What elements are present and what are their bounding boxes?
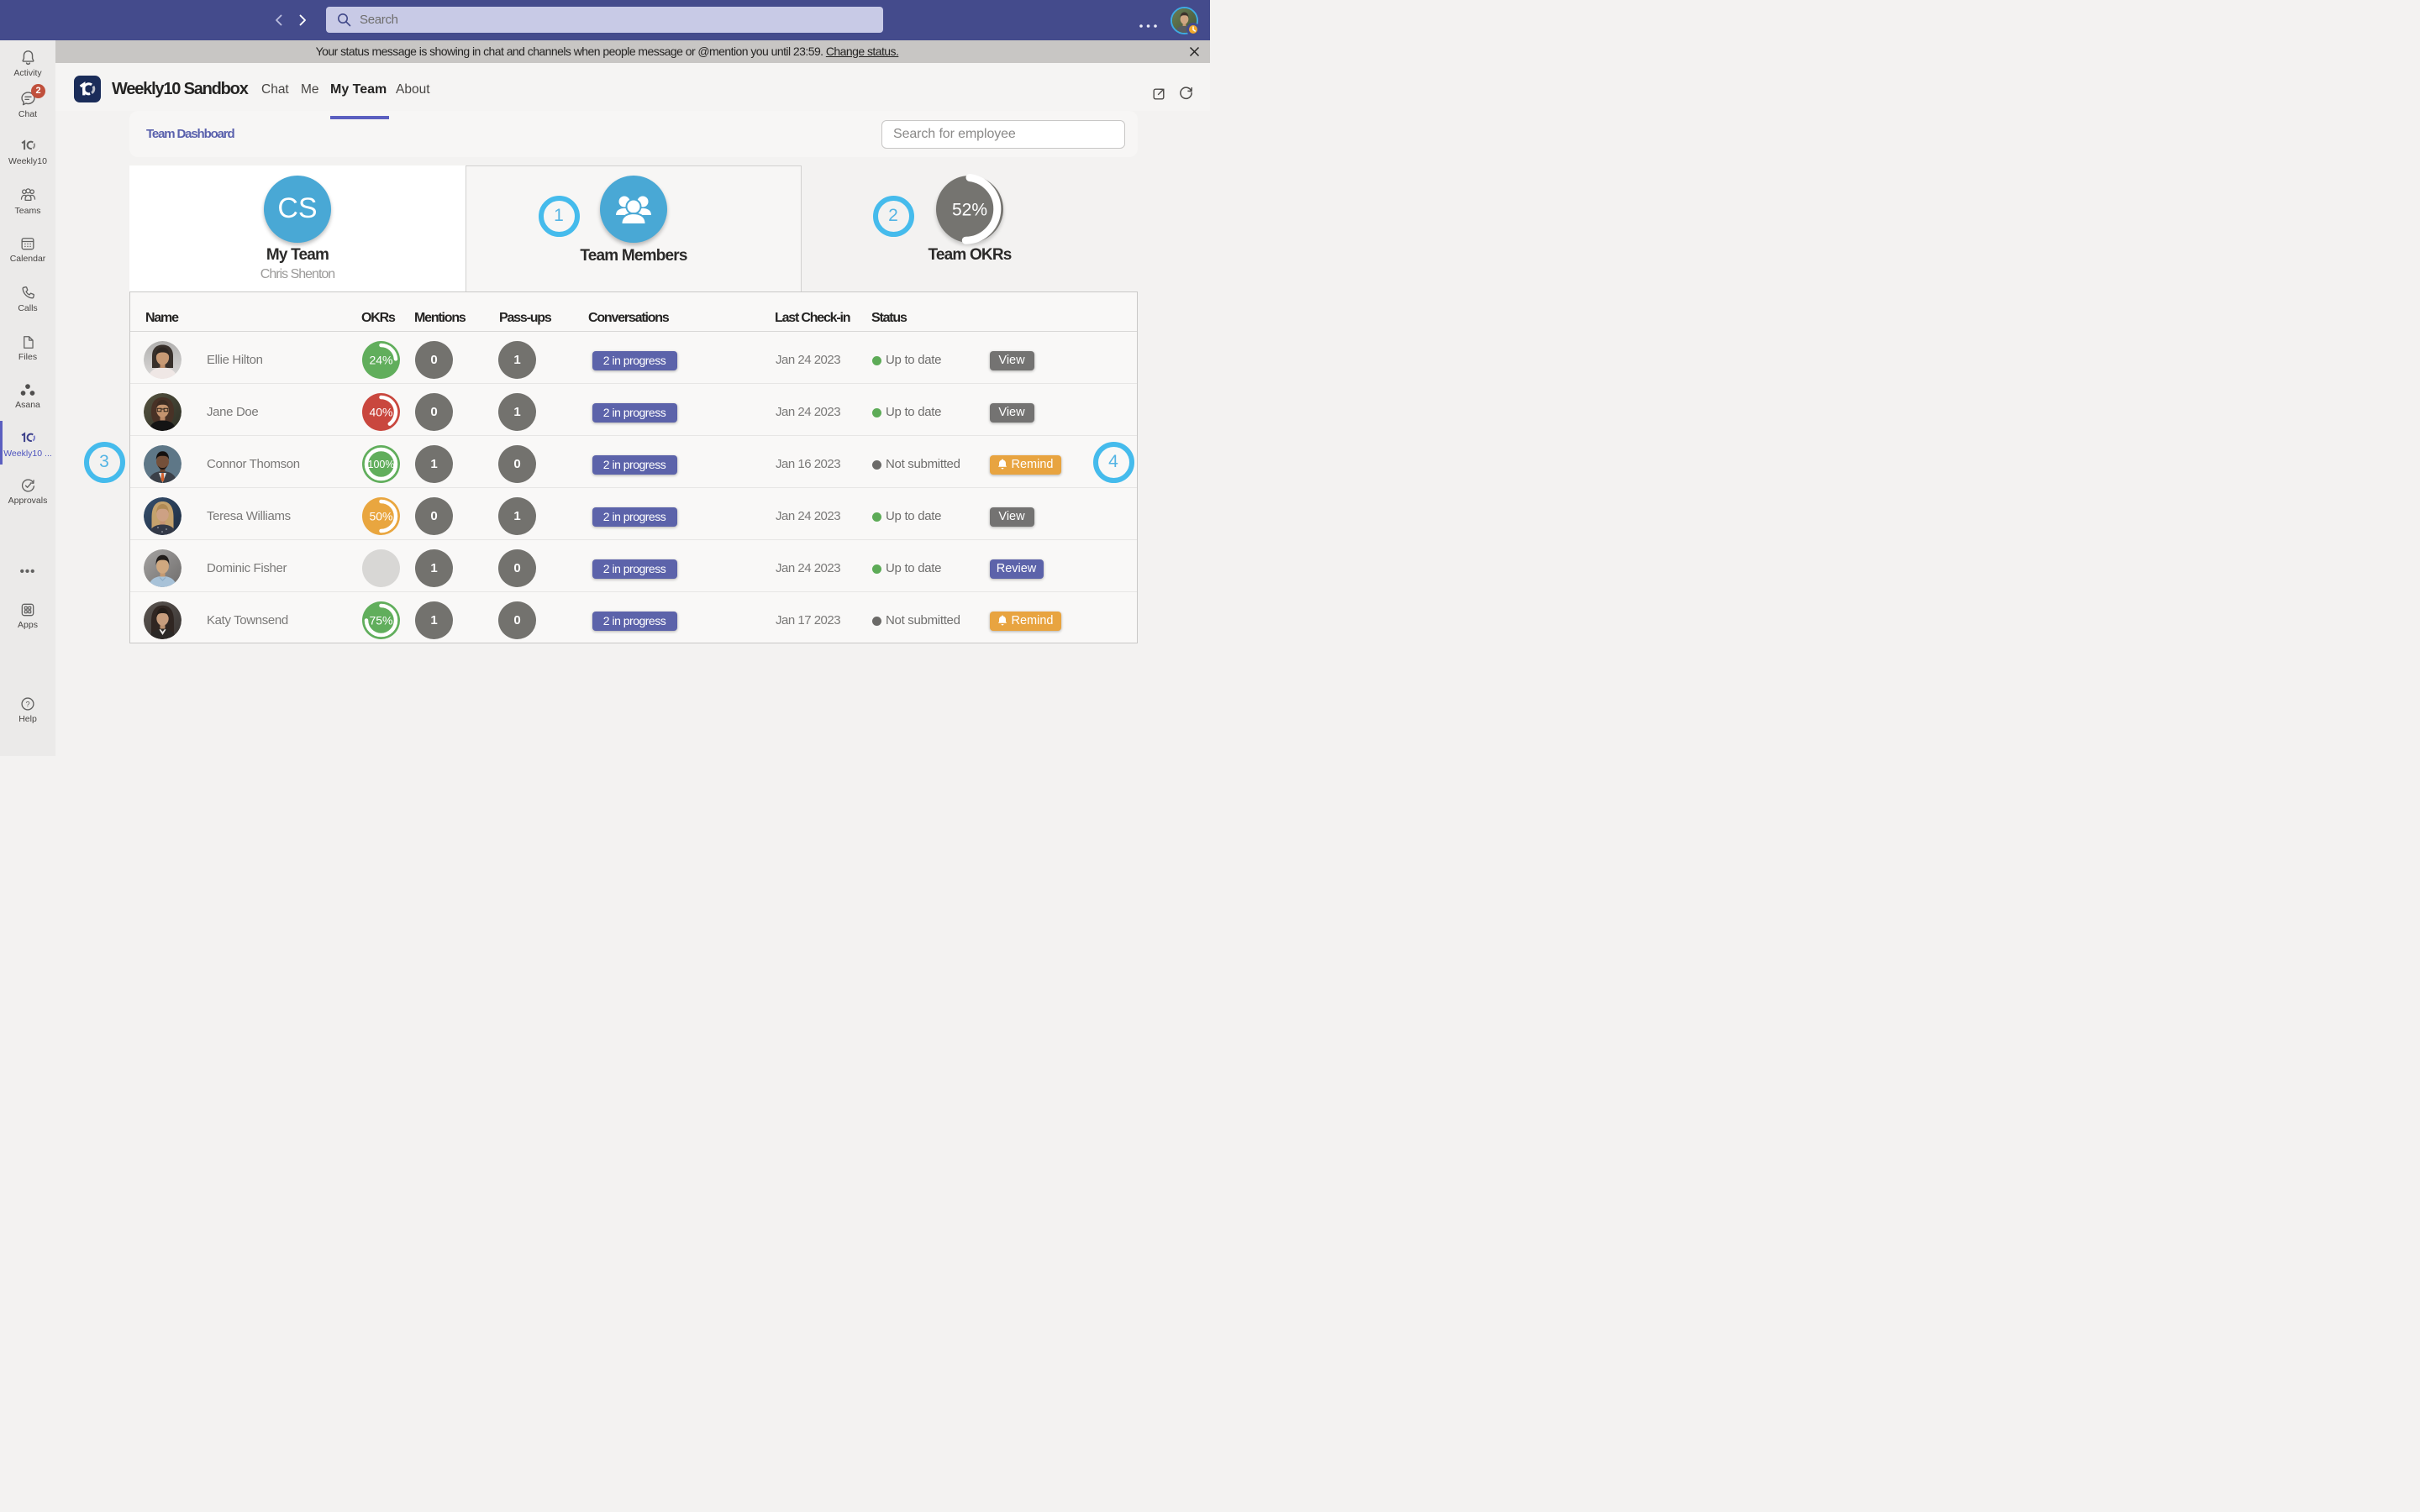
svg-text:50%: 50% (369, 510, 392, 523)
svg-text:40%: 40% (369, 406, 392, 419)
svg-text:24%: 24% (369, 354, 392, 367)
svg-text:?: ? (26, 700, 30, 708)
svg-text:100%: 100% (367, 459, 394, 470)
svg-text:52%: 52% (952, 200, 987, 219)
svg-text:75%: 75% (369, 614, 392, 627)
